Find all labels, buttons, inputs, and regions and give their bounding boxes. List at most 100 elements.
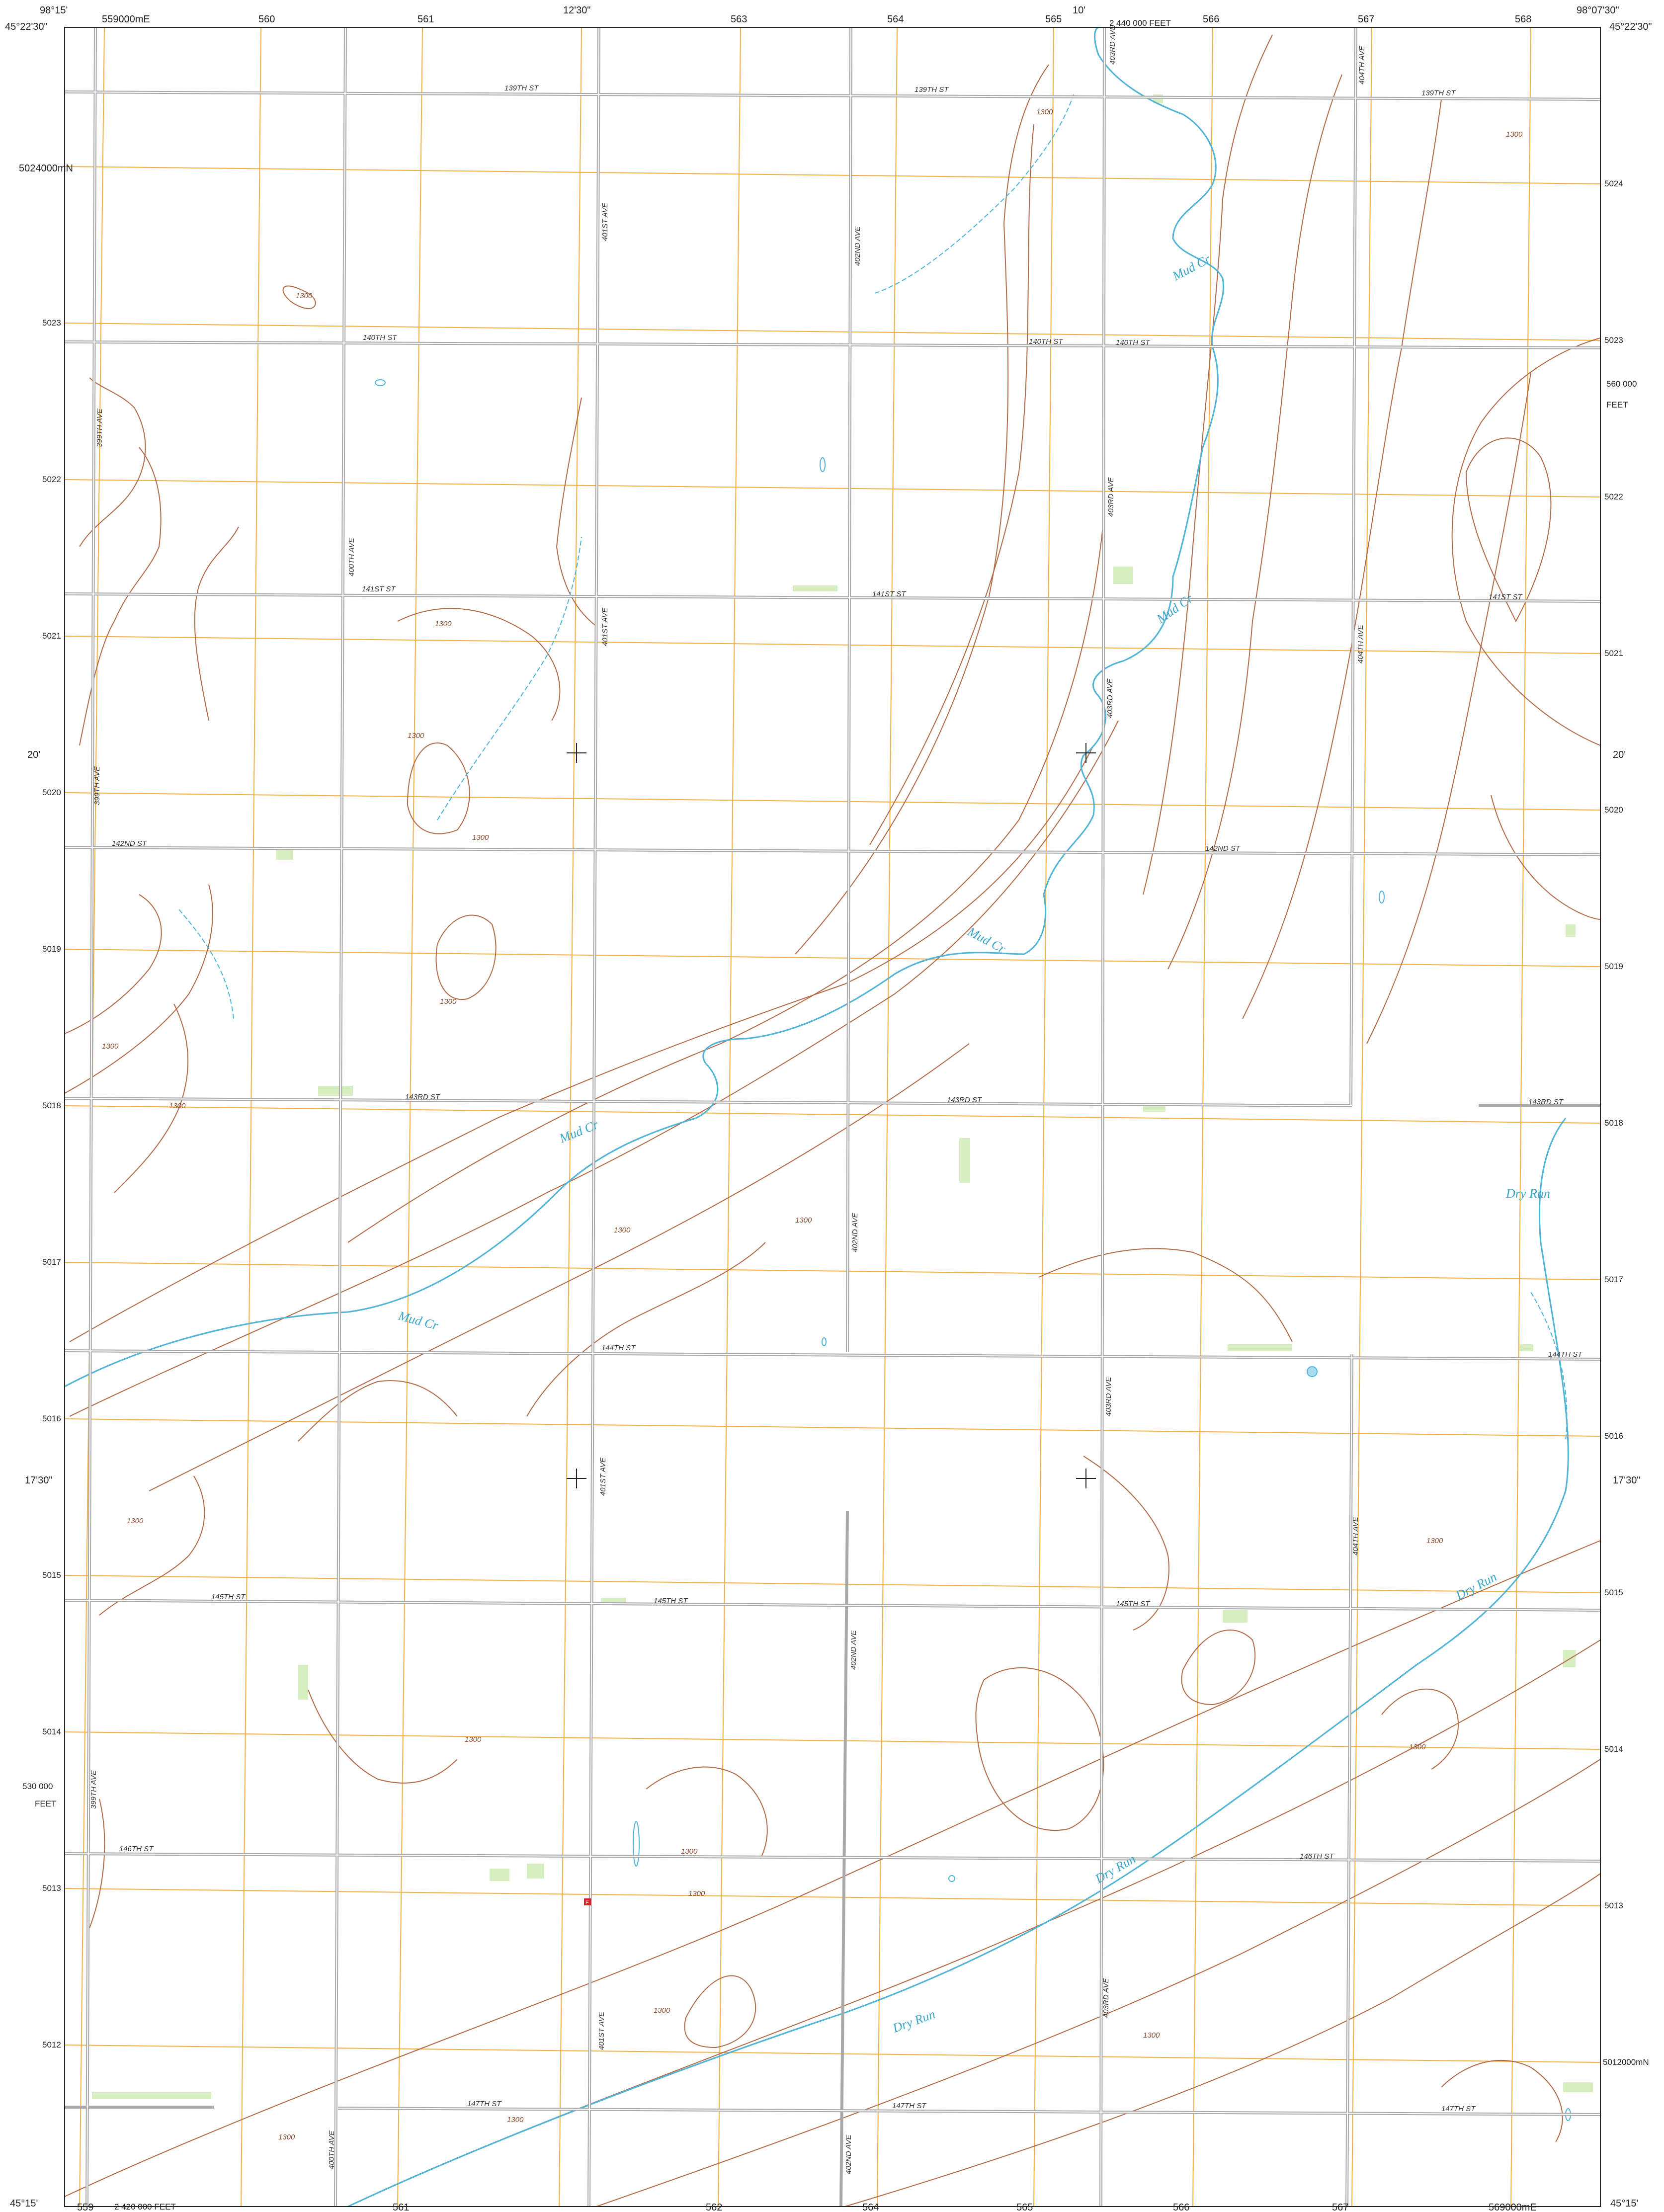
right-northing: 5017 — [1604, 1275, 1623, 1284]
contour-label: 1300 — [1506, 130, 1523, 139]
top-easting-first: 559000mE — [102, 14, 150, 25]
street-label: 146TH ST — [119, 1845, 154, 1853]
fire-station-symbol: F — [585, 1900, 589, 1906]
right-northing: 5018 — [1604, 1118, 1623, 1128]
top-easting: 566 — [1203, 14, 1219, 25]
avenue-label: 402ND AVE — [844, 2134, 853, 2174]
corner-ne-lat: 45°22'30" — [1609, 21, 1652, 32]
avenue-label: 403RD AVE — [1102, 1978, 1110, 2018]
street-label: 144TH ST — [1548, 1350, 1583, 1359]
tributary-ne — [1530, 1292, 1568, 1442]
avenue-label: 404TH AVE — [1351, 1516, 1360, 1556]
left-feet: 530 000 — [22, 1782, 53, 1791]
right-northing: 5022 — [1604, 492, 1623, 501]
contour-label: 1300 — [1409, 1743, 1426, 1751]
street-label: 142ND ST — [1205, 844, 1241, 853]
avenue-label: 399TH AVE — [93, 766, 101, 805]
avenue-label: 401ST AVE — [597, 2011, 606, 2050]
street-label: 143RD ST — [947, 1096, 983, 1104]
street-label: 140TH ST — [1116, 338, 1151, 347]
street-label: 145TH ST — [654, 1597, 688, 1605]
bottom-easting: 561 — [393, 2202, 409, 2212]
top-easting: 561 — [417, 14, 434, 25]
right-minute-2: 17'30" — [1613, 1475, 1640, 1486]
right-northing: 5021 — [1604, 649, 1623, 658]
contour-label: 1300 — [472, 833, 489, 842]
bottom-easting: 566 — [1173, 2202, 1189, 2212]
top-easting: 560 — [258, 14, 275, 25]
contour-label: 1300 — [688, 1889, 705, 1898]
avenue-label: 402ND AVE — [853, 226, 862, 266]
street-labels: 139TH ST 139TH ST 139TH ST 140TH ST 140T… — [112, 84, 1583, 2113]
left-northing: 5020 — [42, 788, 61, 797]
bottom-feet: 2 420 000 FEET — [114, 2202, 176, 2212]
left-northing: 5021 — [42, 631, 61, 641]
avenue-label: 403RD AVE — [1107, 477, 1115, 517]
corner-ne-lon: 98°07'30" — [1577, 5, 1619, 16]
left-northing: 5022 — [42, 475, 61, 484]
bottom-easting: 559 — [77, 2202, 93, 2212]
crosshair-marks — [567, 743, 1096, 1488]
street-label: 142ND ST — [112, 839, 148, 848]
avenue-label: 403RD AVE — [1104, 1377, 1113, 1416]
top-easting: 565 — [1045, 14, 1062, 25]
contour-label: 1300 — [296, 292, 313, 300]
right-northing: 5020 — [1604, 805, 1623, 815]
contour-label: 1300 — [1426, 1537, 1443, 1545]
left-northing: 5013 — [42, 1884, 61, 1893]
bottom-easting: 564 — [862, 2202, 879, 2212]
street-label: 141ST ST — [872, 590, 907, 598]
right-feet: 560 000 — [1606, 379, 1637, 389]
left-northing: 5017 — [42, 1257, 61, 1267]
avenue-labels: 399TH AVE 399TH AVE 399TH AVE 400TH AVE … — [89, 25, 1366, 2174]
avenue-label: 400TH AVE — [328, 2130, 336, 2169]
top-minute-2: 10' — [1073, 5, 1085, 16]
avenue-label: 401ST AVE — [599, 1457, 607, 1496]
right-northing: 5014 — [1604, 1744, 1623, 1754]
top-easting: 568 — [1515, 14, 1531, 25]
corner-nw-lat: 45°22'30" — [5, 21, 48, 32]
street-label: 140TH ST — [1029, 337, 1064, 346]
street-label: 139TH ST — [504, 84, 539, 92]
water-features — [64, 26, 1571, 2208]
bottom-easting: 567 — [1332, 2202, 1348, 2212]
contour-label: 1300 — [614, 1226, 631, 1234]
contour-label: 1300 — [507, 2116, 524, 2124]
avenue-label: 400TH AVE — [347, 537, 356, 576]
map-face — [65, 27, 1600, 2207]
street-label: 147TH ST — [467, 2100, 502, 2108]
bottom-easting-last: 569000mE — [1489, 2202, 1537, 2212]
left-feet-unit: FEET — [35, 1799, 56, 1808]
left-minute-1: 20' — [27, 749, 40, 760]
right-northing: 5023 — [1604, 335, 1623, 345]
street-label: 140TH ST — [363, 333, 398, 342]
contour-label: 1300 — [1143, 2031, 1160, 2040]
top-feet: 2 440 000 FEET — [1109, 18, 1171, 28]
street-label: 141ST ST — [362, 585, 396, 593]
right-feet-unit: FEET — [1606, 400, 1628, 410]
left-northing: 5023 — [42, 318, 61, 328]
left-northing: 5016 — [42, 1414, 61, 1423]
left-northing-first: 5024000mN — [19, 163, 73, 174]
right-northing: 5019 — [1604, 962, 1623, 971]
avenue-label: 403RD AVE — [1108, 25, 1117, 65]
contour-label: 1300 — [1036, 108, 1053, 116]
street-label: 141ST ST — [1489, 593, 1523, 601]
contour-label: 1300 — [681, 1847, 698, 1856]
corner-se-lat: 45°15' — [1610, 2198, 1638, 2209]
left-northing: 5012 — [42, 2040, 61, 2049]
street-label: 146TH ST — [1300, 1852, 1334, 1861]
street-label: 147TH ST — [1441, 2105, 1476, 2113]
avenue-label: 399TH AVE — [95, 408, 104, 447]
utm-grid — [64, 27, 1601, 2207]
fire-station-icon — [584, 1898, 591, 1905]
contour-label: 1300 — [278, 2133, 295, 2141]
top-easting: 563 — [731, 14, 747, 25]
avenue-label: 401ST AVE — [601, 607, 609, 646]
street-label: 145TH ST — [211, 1593, 246, 1601]
corner-nw-lon: 98°15' — [40, 5, 68, 16]
dry-run-channel — [347, 1118, 1569, 2208]
street-label: 143RD ST — [1528, 1098, 1564, 1106]
contour-label: 1300 — [408, 732, 424, 740]
mud-creek-channel — [64, 26, 1224, 1388]
